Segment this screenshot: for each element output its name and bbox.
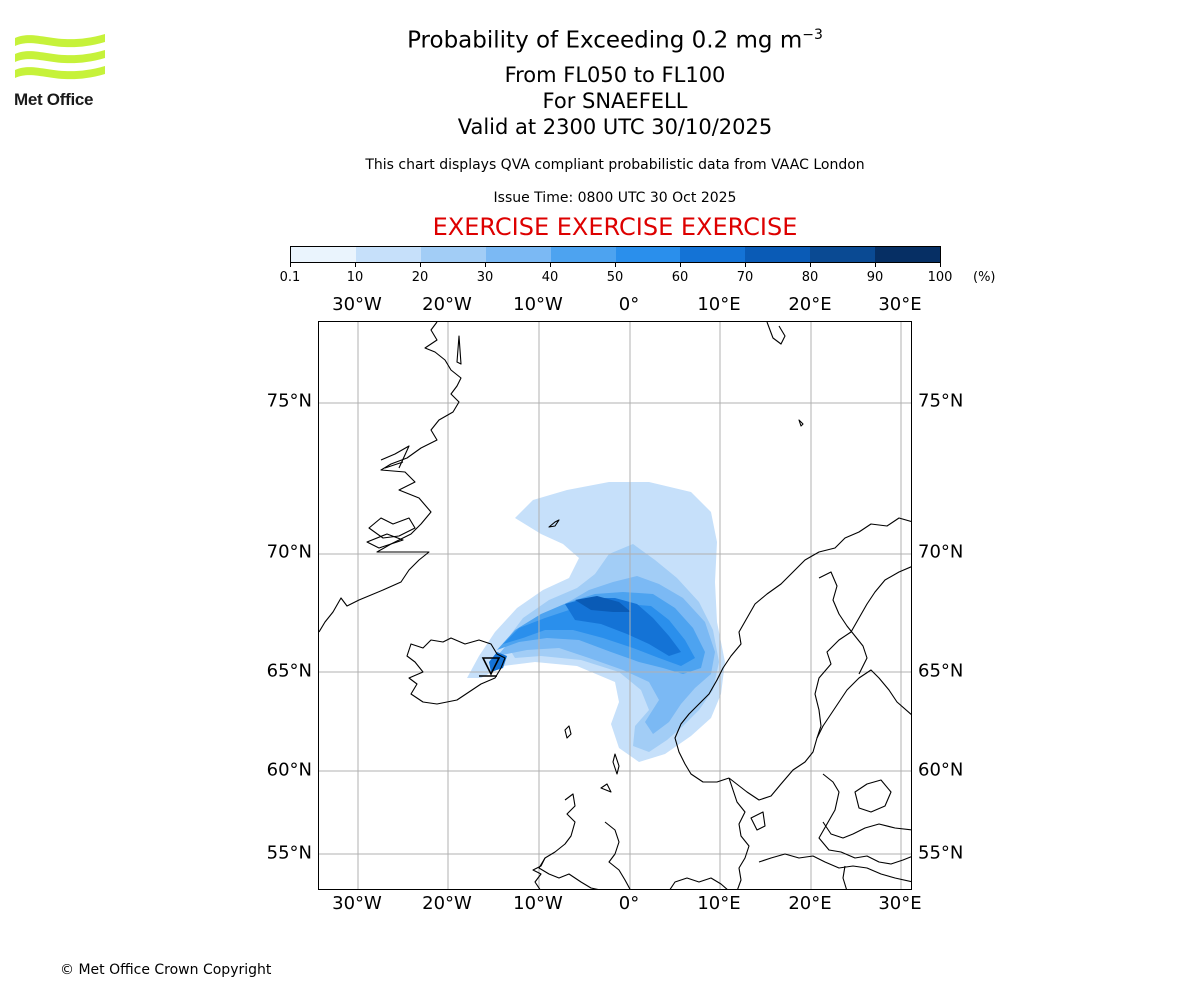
colorbar-segment [355, 247, 421, 262]
colorbar-tick-label: 60 [671, 270, 689, 285]
colorbar-segment [680, 247, 746, 262]
colorbar-tick-mark [355, 262, 356, 267]
colorbar-segment [485, 247, 551, 262]
longitude-label: 20°E [788, 294, 832, 315]
colorbar-tick-mark [615, 262, 616, 267]
colorbar-tick-label: 50 [606, 270, 624, 285]
longitude-label: 20°W [422, 893, 472, 914]
colorbar-segment [615, 247, 681, 262]
colorbar-tick-mark [940, 262, 941, 267]
latitude-label: 70°N [266, 541, 312, 563]
colorbar-tick-label: 10 [346, 270, 364, 285]
colorbar-tick-mark [550, 262, 551, 267]
longitude-label: 10°W [513, 294, 563, 315]
subtitle-levels: From FL050 to FL100 [504, 63, 726, 87]
colorbar-tick-label: 20 [411, 270, 429, 285]
probability-colorbar [290, 246, 941, 263]
plume-probability-band [575, 596, 631, 612]
colorbar-segment [420, 247, 486, 262]
longitude-label: 30°E [878, 893, 922, 914]
colorbar-segment [810, 247, 876, 262]
longitude-label: 20°W [422, 294, 472, 315]
map-panel[interactable] [318, 321, 912, 890]
colorbar-tick-label: 0.1 [279, 270, 301, 285]
disclaimer-text: This chart displays QVA compliant probab… [365, 157, 865, 173]
longitude-label: 10°E [697, 893, 741, 914]
latitude-label: 55°N [266, 842, 312, 864]
colorbar-segment [550, 247, 616, 262]
exercise-banner: EXERCISE EXERCISE EXERCISE [432, 213, 798, 241]
chart-title: Probability of Exceeding 0.2 mg m−3 [0, 27, 1200, 54]
colorbar-segment [745, 247, 811, 262]
colorbar-tick-label: 30 [476, 270, 494, 285]
longitude-label: 0° [618, 893, 640, 914]
colorbar-segment [875, 247, 941, 262]
subtitle-valid-time: Valid at 2300 UTC 30/10/2025 [457, 115, 773, 139]
latitude-label: 60°N [918, 759, 964, 781]
latitude-label: 60°N [266, 759, 312, 781]
longitude-label: 30°E [878, 294, 922, 315]
longitude-label: 30°W [332, 294, 382, 315]
colorbar-unit: (%) [973, 270, 996, 285]
longitude-label: 10°E [697, 294, 741, 315]
issue-time: Issue Time: 0800 UTC 30 Oct 2025 [493, 190, 737, 206]
plume-probability-band [565, 598, 681, 656]
met-office-logo [15, 34, 105, 80]
colorbar-tick-mark [875, 262, 876, 267]
colorbar-tick-mark [485, 262, 486, 267]
colorbar-tick-mark [420, 262, 421, 267]
colorbar-tick-mark [810, 262, 811, 267]
logo-text: Met Office [14, 90, 94, 109]
longitude-label: 0° [618, 294, 640, 315]
colorbar-tick-label: 40 [541, 270, 559, 285]
title-exponent: −3 [802, 27, 823, 43]
longitude-label: 10°W [513, 893, 563, 914]
longitude-label: 20°E [788, 893, 832, 914]
latitude-label: 70°N [918, 541, 964, 563]
copyright-text: © Met Office Crown Copyright [60, 962, 272, 978]
colorbar-tick-mark [680, 262, 681, 267]
coastlines [319, 322, 911, 889]
colorbar-tick-mark [290, 262, 291, 267]
map-canvas [319, 322, 911, 889]
colorbar-tick-label: 100 [927, 270, 953, 285]
latitude-label: 65°N [918, 660, 964, 682]
latitude-label: 65°N [266, 660, 312, 682]
title-main: Probability of Exceeding 0.2 mg m [407, 27, 803, 54]
latitude-label: 55°N [918, 842, 964, 864]
longitude-label: 30°W [332, 893, 382, 914]
triangle-icon [479, 657, 501, 677]
ash-probability-plume [467, 482, 725, 762]
colorbar-segment [291, 247, 356, 262]
subtitle-volcano: For SNAEFELL [542, 89, 688, 113]
colorbar-tick-label: 80 [801, 270, 819, 285]
colorbar-tick-label: 90 [866, 270, 884, 285]
latitude-label: 75°N [266, 390, 312, 412]
colorbar-tick-label: 70 [736, 270, 754, 285]
latitude-label: 75°N [918, 390, 964, 412]
colorbar-tick-mark [745, 262, 746, 267]
